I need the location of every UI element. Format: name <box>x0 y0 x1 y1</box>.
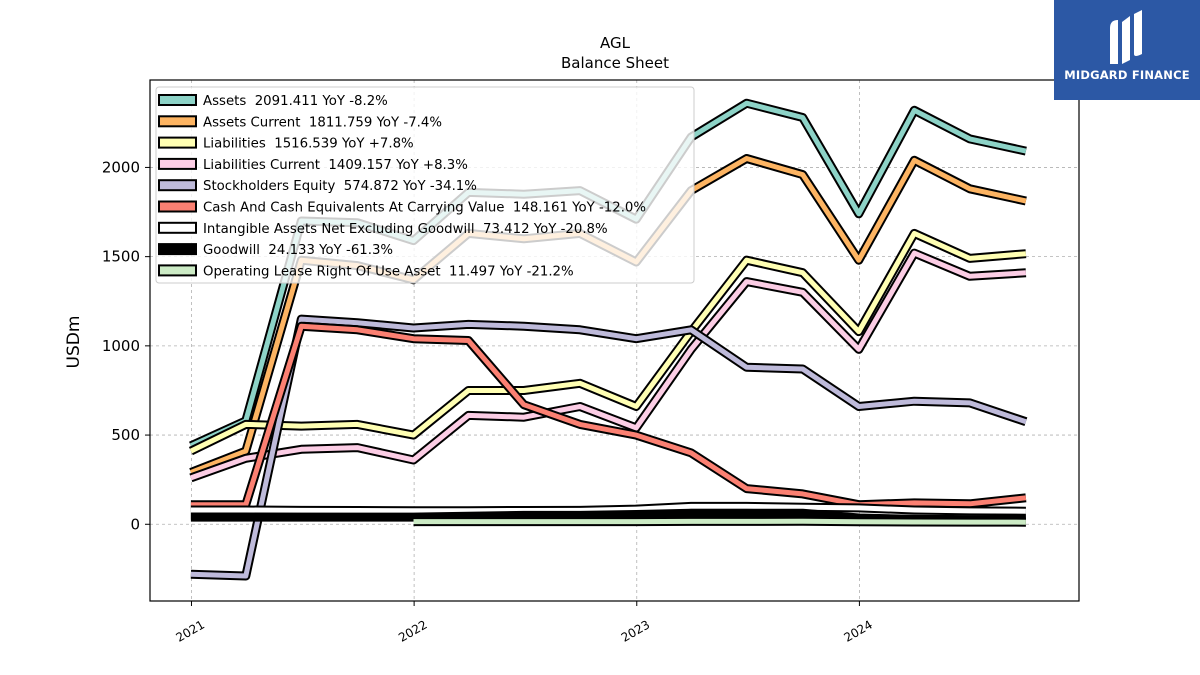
x-tick-label: 2024 <box>841 617 874 644</box>
legend-entry: Liabilities Current 1409.157 YoY +8.3% <box>203 158 468 173</box>
midgard-finance-logo: MIDGARD FINANCE <box>1054 0 1200 100</box>
y-tick-label: 500 <box>111 426 140 444</box>
legend-swatch <box>158 115 197 128</box>
legend-entry: Assets Current 1811.759 YoY -7.4% <box>203 115 442 130</box>
legend-entry: Assets 2091.411 YoY -8.2% <box>203 94 388 109</box>
x-tick-label: 2021 <box>174 617 207 644</box>
x-tick-label: 2022 <box>396 617 429 644</box>
y-tick-label: 2000 <box>102 158 140 176</box>
legend-swatch <box>158 94 197 106</box>
series-line <box>413 518 1026 525</box>
x-tick-label: 2023 <box>619 617 652 644</box>
legend-swatch <box>158 200 197 213</box>
y-tick-label: 0 <box>130 515 140 533</box>
legend-swatch <box>158 221 197 234</box>
series-operating-lease-right-of-use-asset <box>413 516 1026 527</box>
legend-entry: Stockholders Equity 574.872 YoY -34.1% <box>203 179 477 194</box>
legend-swatch <box>158 264 197 277</box>
legend-entry: Operating Lease Right Of Use Asset 11.49… <box>203 264 574 279</box>
legend-entry: Goodwill 24.133 YoY -61.3% <box>203 243 393 258</box>
legend-entry: Cash And Cash Equivalents At Carrying Va… <box>203 201 646 216</box>
plot-frame <box>149 79 1080 602</box>
series-line <box>190 323 1027 508</box>
series-liabilities-current <box>189 248 1027 483</box>
series-line <box>190 503 1026 514</box>
legend-entry: Intangible Assets Net Excluding Goodwill… <box>203 222 608 237</box>
series-line <box>189 230 1027 454</box>
y-tick-label: 1500 <box>102 248 140 266</box>
series-cash-and-cash-equivalents-at-carrying-value <box>190 321 1027 510</box>
legend-swatch <box>158 136 197 149</box>
logo-mark-icon <box>1110 10 1142 64</box>
legend-box <box>155 86 695 284</box>
series-stockholders-equity <box>190 314 1028 581</box>
series-intangible-assets-net-excluding-goodwill <box>190 501 1026 516</box>
legend-swatch <box>158 179 197 192</box>
legend: Assets 2091.411 YoY -8.2% Assets Current … <box>155 86 695 284</box>
logo-text: MIDGARD FINANCE <box>1064 68 1190 82</box>
chart-title: AGL <box>600 34 631 52</box>
series-line-outline <box>189 248 1027 483</box>
series-line <box>190 316 1027 579</box>
y-tick-label: 1000 <box>102 337 140 355</box>
legend-swatch <box>158 157 197 170</box>
series-line <box>190 250 1027 481</box>
chart-subtitle: Balance Sheet <box>561 54 669 72</box>
plot-area <box>188 98 1028 581</box>
legend-entry: Liabilities 1516.539 YoY +7.8% <box>203 137 414 152</box>
series-liabilities <box>188 228 1027 456</box>
y-axis-label: USDm <box>64 316 84 369</box>
legend-swatch <box>158 243 197 256</box>
